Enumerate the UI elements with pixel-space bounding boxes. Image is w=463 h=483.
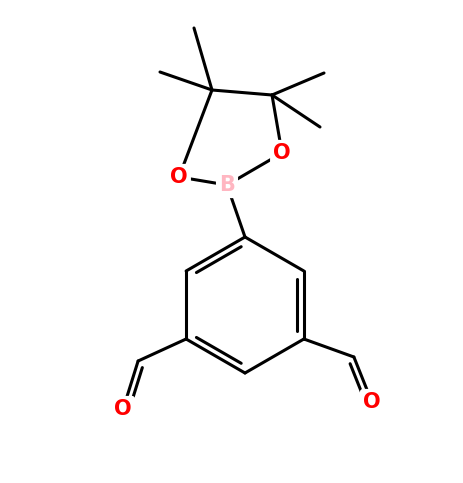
Text: O: O xyxy=(170,167,188,187)
Text: B: B xyxy=(219,175,235,195)
Text: O: O xyxy=(114,399,132,419)
Text: O: O xyxy=(273,143,291,163)
Text: O: O xyxy=(363,392,381,412)
